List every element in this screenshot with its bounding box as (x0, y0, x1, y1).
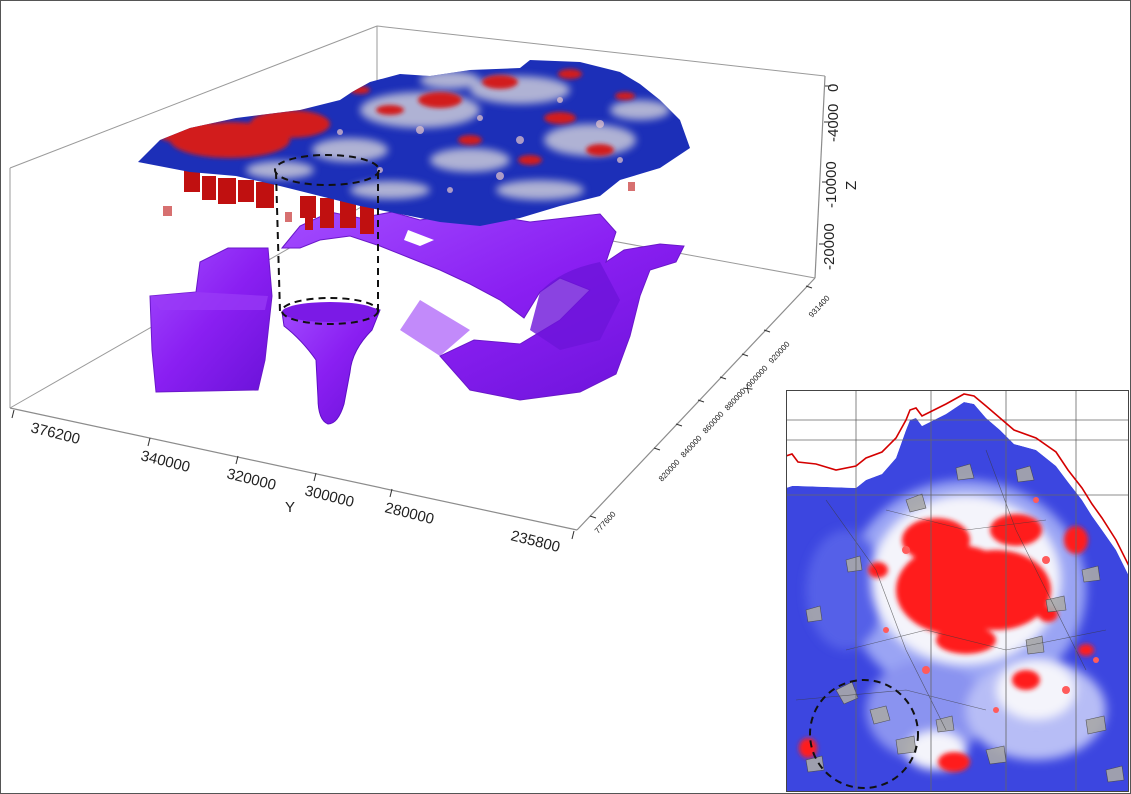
high-anomaly-columns (163, 170, 635, 234)
z-axis-label: Z (843, 181, 860, 190)
z-tick-1: -4000 (825, 104, 842, 142)
z-tick-3: -20000 (821, 223, 838, 270)
subsurface-bodies (149, 211, 685, 425)
x-tick-1: 820000 (657, 457, 682, 483)
y-tick-1: 340000 (139, 447, 192, 476)
inset-dashed-circle (809, 679, 919, 789)
z-tick-2: -10000 (823, 161, 840, 208)
y-tick-3: 300000 (303, 482, 356, 511)
x-tick-0: 777600 (593, 509, 618, 535)
inset-map-graphic (786, 390, 1129, 792)
body-left-block (149, 247, 273, 393)
y-tick-2: 320000 (225, 465, 278, 494)
x-tick-3: 860000 (701, 409, 726, 435)
x-tick-2: 840000 (679, 433, 704, 459)
bounding-box-front (9, 75, 826, 531)
y-tick-0: 376200 (29, 419, 82, 448)
y-axis: 376200 340000 320000 300000 280000 23580… (11, 409, 575, 556)
y-tick-4: 280000 (383, 499, 436, 528)
linked-cylinder-dashed (274, 154, 380, 325)
x-tick-7: 931400 (807, 293, 832, 319)
y-axis-label: Y (285, 499, 295, 516)
surface-anomaly-layer (138, 60, 690, 226)
z-axis: 0 -4000 -10000 -20000 Z (819, 84, 860, 270)
x-tick-6: 920000 (767, 339, 792, 365)
y-tick-5: 235800 (509, 527, 562, 556)
z-tick-0: 0 (825, 84, 842, 92)
inset-boundary-line (786, 393, 1129, 567)
inset-map (786, 390, 1129, 792)
